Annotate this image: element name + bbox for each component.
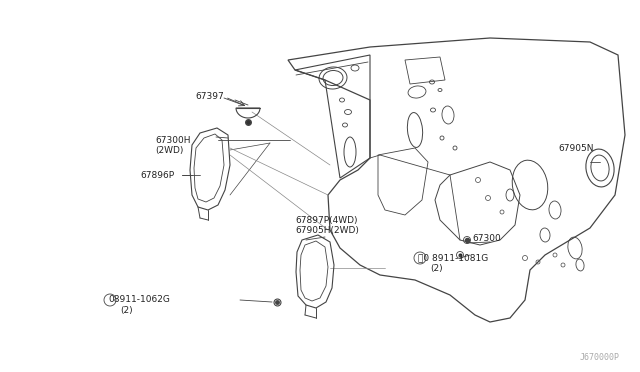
Text: J670000P: J670000P	[580, 353, 620, 362]
Text: 67397: 67397	[195, 92, 224, 100]
Text: 67905H(2WD): 67905H(2WD)	[295, 225, 359, 234]
Text: (2): (2)	[120, 305, 132, 314]
Text: (2WD): (2WD)	[155, 145, 184, 154]
Text: 67300H: 67300H	[155, 135, 191, 144]
Text: 67300: 67300	[472, 234, 500, 243]
Text: 67896P: 67896P	[140, 170, 174, 180]
Text: 67897P(4WD): 67897P(4WD)	[295, 215, 358, 224]
Text: ⑀0 8911-1081G: ⑀0 8911-1081G	[418, 253, 488, 263]
Text: (2): (2)	[430, 263, 443, 273]
Text: 08911-1062G: 08911-1062G	[108, 295, 170, 305]
Text: 67905N: 67905N	[558, 144, 593, 153]
